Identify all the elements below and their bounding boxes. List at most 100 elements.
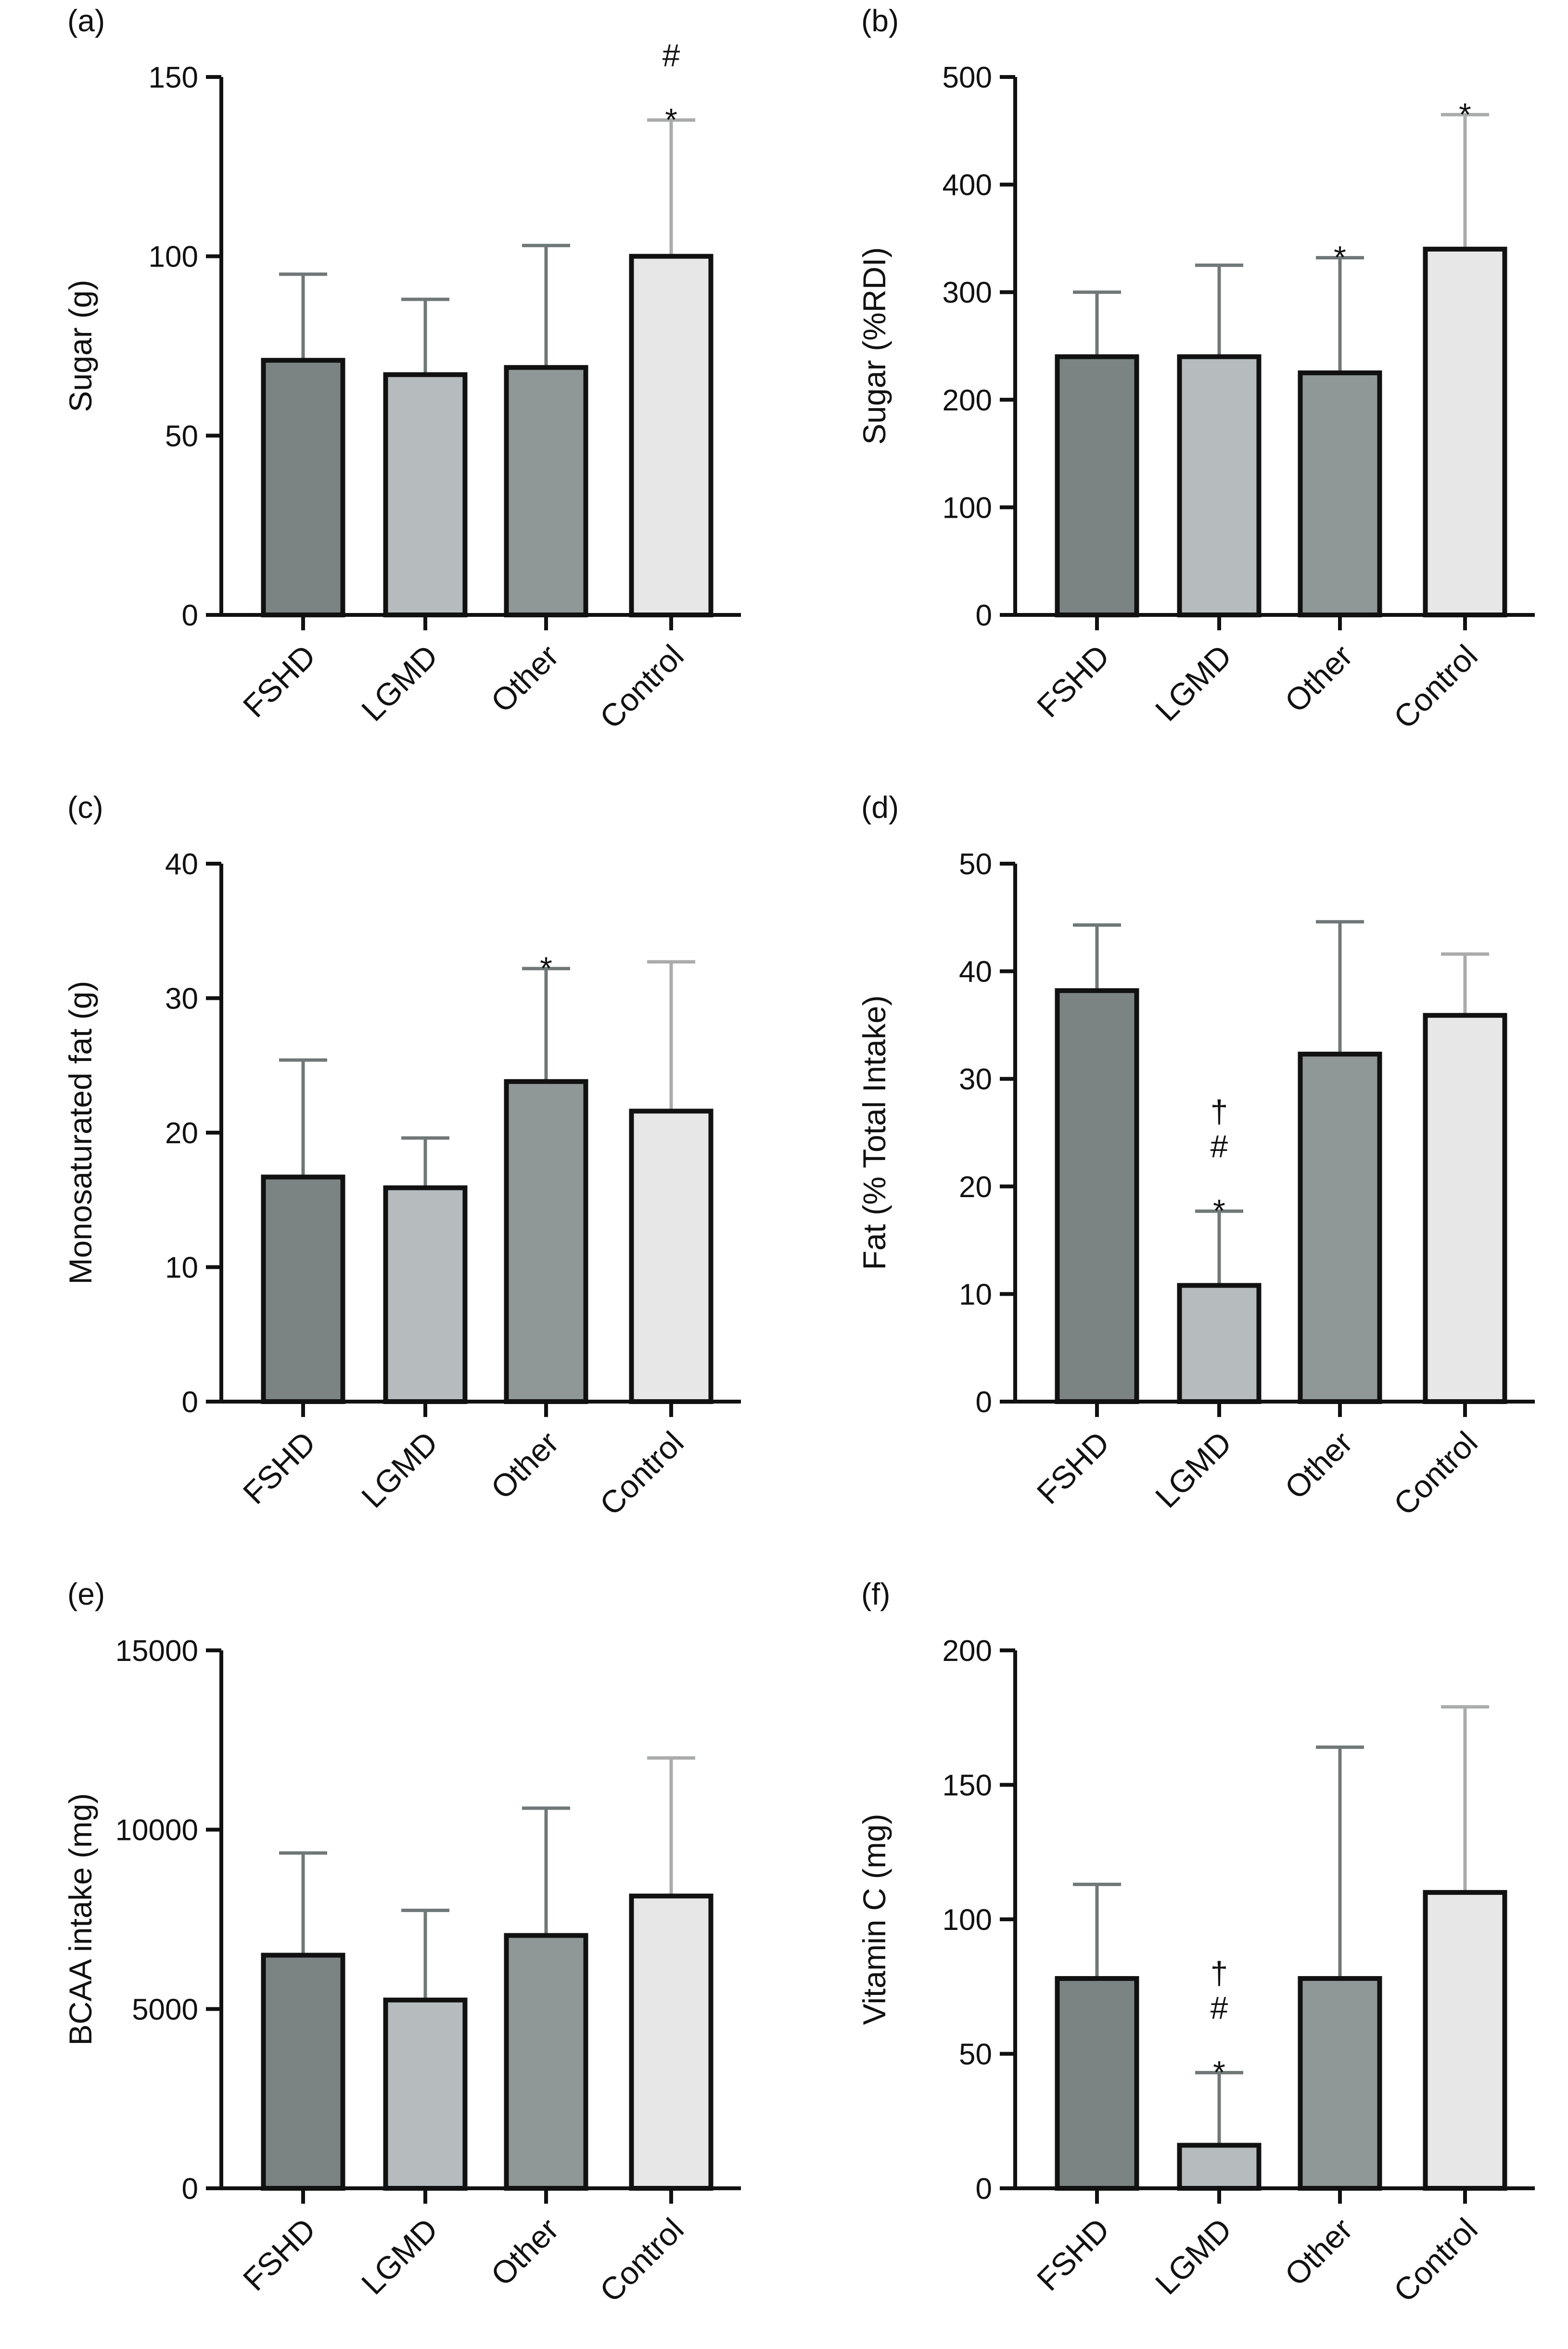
y-tick-label: 0 xyxy=(976,1386,992,1419)
x-category-label: LGMD xyxy=(1148,2211,1238,2301)
y-tick-label: 100 xyxy=(943,491,992,524)
y-tick-label: 200 xyxy=(943,1634,992,1668)
y-tick-label: 20 xyxy=(959,1171,992,1204)
x-category-label: FSHD xyxy=(1030,1425,1116,1511)
significance-mark: * xyxy=(665,102,677,137)
chart-panel-4: (d) 0 10 20 30 40 50 Fat (% Total Intake) FSHD LG… xyxy=(856,790,1535,1522)
bar-fshd xyxy=(1055,354,1139,617)
bar-lgmd xyxy=(383,372,468,617)
x-category-label: Control xyxy=(593,2211,690,2309)
significance-mark: * xyxy=(540,950,552,986)
y-tick-label: 100 xyxy=(149,241,198,274)
bar-lgmd xyxy=(383,1997,468,2191)
x-category-label: FSHD xyxy=(236,2211,322,2298)
y-tick-label: 0 xyxy=(182,2172,198,2206)
chart-panel-1: (a) 0 50 100 150 Sugar (g) FSHD LGMD Other Contro… xyxy=(63,3,741,735)
bar-lgmd xyxy=(1177,354,1262,617)
y-axis-title: Monosaturated fat (g) xyxy=(63,981,98,1285)
x-category-label: FSHD xyxy=(236,1425,322,1511)
bar-lgmd xyxy=(1177,2143,1262,2191)
significance-mark: * xyxy=(1213,2055,1225,2090)
bar-other xyxy=(504,365,588,617)
significance-mark: † xyxy=(1211,1094,1228,1129)
significance-mark: # xyxy=(1211,1990,1228,2026)
y-tick-label: 300 xyxy=(943,276,992,309)
significance-mark: # xyxy=(663,37,680,73)
y-tick-label: 10 xyxy=(165,1251,198,1285)
y-tick-label: 150 xyxy=(149,61,198,94)
y-tick-label: 0 xyxy=(976,2172,992,2206)
y-tick-label: 500 xyxy=(943,61,992,94)
y-tick-label: 30 xyxy=(959,1063,992,1096)
chart-panel-3: (c) 0 10 20 30 40 Monosaturated fat (g) FSHD LGM… xyxy=(63,790,741,1522)
significance-mark: * xyxy=(1213,1193,1225,1228)
x-category-label: Other xyxy=(484,1425,565,1506)
x-category-label: FSHD xyxy=(1030,638,1116,724)
x-category-label: LGMD xyxy=(1148,1425,1238,1515)
significance-mark: * xyxy=(1459,96,1471,132)
y-tick-label: 40 xyxy=(165,848,198,881)
panel-label: (c) xyxy=(67,790,103,825)
x-category-label: Other xyxy=(484,638,565,719)
panel-label: (b) xyxy=(861,3,899,38)
bar-fshd xyxy=(1055,1976,1139,2191)
bar-fshd xyxy=(261,1953,345,2191)
y-tick-label: 20 xyxy=(165,1117,198,1150)
y-axis-title: Sugar (%RDI) xyxy=(856,247,892,445)
bar-lgmd xyxy=(383,1185,468,1404)
bar-fshd xyxy=(1055,988,1139,1404)
y-tick-label: 0 xyxy=(182,1386,198,1419)
y-tick-label: 150 xyxy=(943,1769,992,1802)
bar-control xyxy=(629,1893,714,2191)
y-tick-label: 100 xyxy=(943,1903,992,1937)
bar-other xyxy=(504,1079,588,1404)
y-tick-label: 50 xyxy=(959,2038,992,2071)
y-tick-label: 200 xyxy=(943,384,992,417)
x-category-label: Other xyxy=(1278,638,1359,719)
y-axis-title: BCAA intake (mg) xyxy=(63,1793,98,2046)
y-tick-label: 30 xyxy=(165,983,198,1016)
x-category-label: Other xyxy=(1278,2211,1359,2293)
y-tick-label: 15000 xyxy=(115,1634,198,1668)
panel-label: (e) xyxy=(67,1577,105,1611)
x-category-label: LGMD xyxy=(355,638,445,728)
y-tick-label: 10 xyxy=(959,1278,992,1311)
bar-control xyxy=(629,1109,714,1404)
significance-mark: * xyxy=(1334,240,1346,275)
x-category-label: Control xyxy=(593,638,690,736)
x-category-label: FSHD xyxy=(236,638,322,724)
y-tick-label: 400 xyxy=(943,169,992,202)
bar-control xyxy=(1423,246,1507,617)
x-category-label: Control xyxy=(1387,638,1484,736)
bar-other xyxy=(504,1933,588,2191)
chart-panel-6: (f) 0 50 100 150 200 Vitamin C (mg) FSHD LGMD * #†… xyxy=(856,1577,1535,2309)
bar-other xyxy=(1298,1051,1382,1404)
x-category-label: LGMD xyxy=(355,1425,445,1515)
x-category-label: Other xyxy=(1278,1425,1359,1506)
bar-other xyxy=(1298,370,1382,618)
x-category-label: Control xyxy=(593,1425,690,1522)
panel-label: (d) xyxy=(861,790,899,825)
y-tick-label: 5000 xyxy=(132,1993,198,2026)
y-tick-label: 0 xyxy=(976,599,992,632)
x-category-label: Control xyxy=(1387,1425,1484,1522)
bar-lgmd xyxy=(1177,1283,1262,1404)
x-category-label: LGMD xyxy=(355,2211,445,2301)
x-category-label: LGMD xyxy=(1148,638,1238,728)
bar-other xyxy=(1298,1976,1382,2191)
panel-label: (f) xyxy=(861,1577,890,1611)
y-tick-label: 10000 xyxy=(115,1814,198,1847)
bar-control xyxy=(1423,1890,1507,2191)
panel-label: (a) xyxy=(67,3,105,38)
significance-mark: † xyxy=(1211,1955,1228,1991)
chart-panel-5: (e) 0 5000 10000 15000 BCAA intake (mg) FSHD LG… xyxy=(63,1577,741,2309)
y-tick-label: 50 xyxy=(165,420,198,453)
x-category-label: FSHD xyxy=(1030,2211,1116,2298)
significance-mark: # xyxy=(1211,1128,1228,1164)
y-axis-title: Sugar (g) xyxy=(63,280,98,412)
y-tick-label: 50 xyxy=(959,848,992,881)
y-tick-label: 0 xyxy=(182,599,198,632)
bar-control xyxy=(629,254,714,617)
bar-fshd xyxy=(261,357,345,617)
